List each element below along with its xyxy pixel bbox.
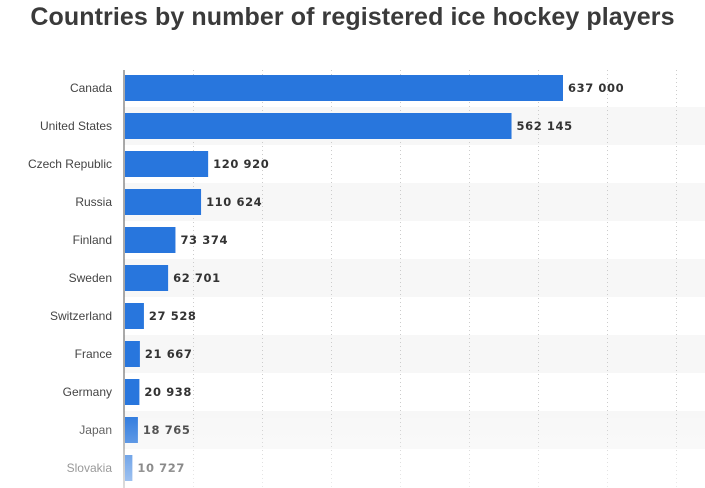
category-label: France	[75, 347, 113, 361]
bars	[125, 75, 563, 481]
bottom-fade	[0, 410, 705, 488]
value-label: 637 000	[568, 81, 624, 95]
bar-czech-republic[interactable]	[125, 151, 209, 177]
value-label: 120 920	[213, 157, 269, 171]
bar-united-states[interactable]	[125, 113, 512, 139]
value-label: 20 938	[144, 385, 192, 399]
category-label: United States	[40, 119, 112, 133]
bar-germany[interactable]	[125, 379, 140, 405]
bar-france[interactable]	[125, 341, 140, 367]
bar-russia[interactable]	[125, 189, 202, 215]
category-label: Canada	[70, 81, 112, 95]
value-label: 110 624	[206, 195, 262, 209]
row-stripe	[124, 335, 705, 373]
value-label: 21 667	[145, 347, 193, 361]
category-label: Finland	[73, 233, 112, 247]
row-stripe	[124, 183, 705, 221]
value-label: 73 374	[180, 233, 228, 247]
category-label: Germany	[63, 385, 112, 399]
category-label: Switzerland	[50, 309, 112, 323]
bar-switzerland[interactable]	[125, 303, 144, 329]
category-label: Sweden	[69, 271, 112, 285]
bar-finland[interactable]	[125, 227, 176, 253]
bar-canada[interactable]	[125, 75, 563, 101]
value-label: 62 701	[173, 271, 221, 285]
bar-sweden[interactable]	[125, 265, 169, 291]
row-stripe	[124, 259, 705, 297]
chart-title: Countries by number of registered ice ho…	[30, 3, 675, 31]
category-label: Russia	[75, 195, 112, 209]
category-label: Czech Republic	[28, 157, 112, 171]
value-label: 562 145	[517, 119, 573, 133]
value-label: 27 528	[149, 309, 197, 323]
